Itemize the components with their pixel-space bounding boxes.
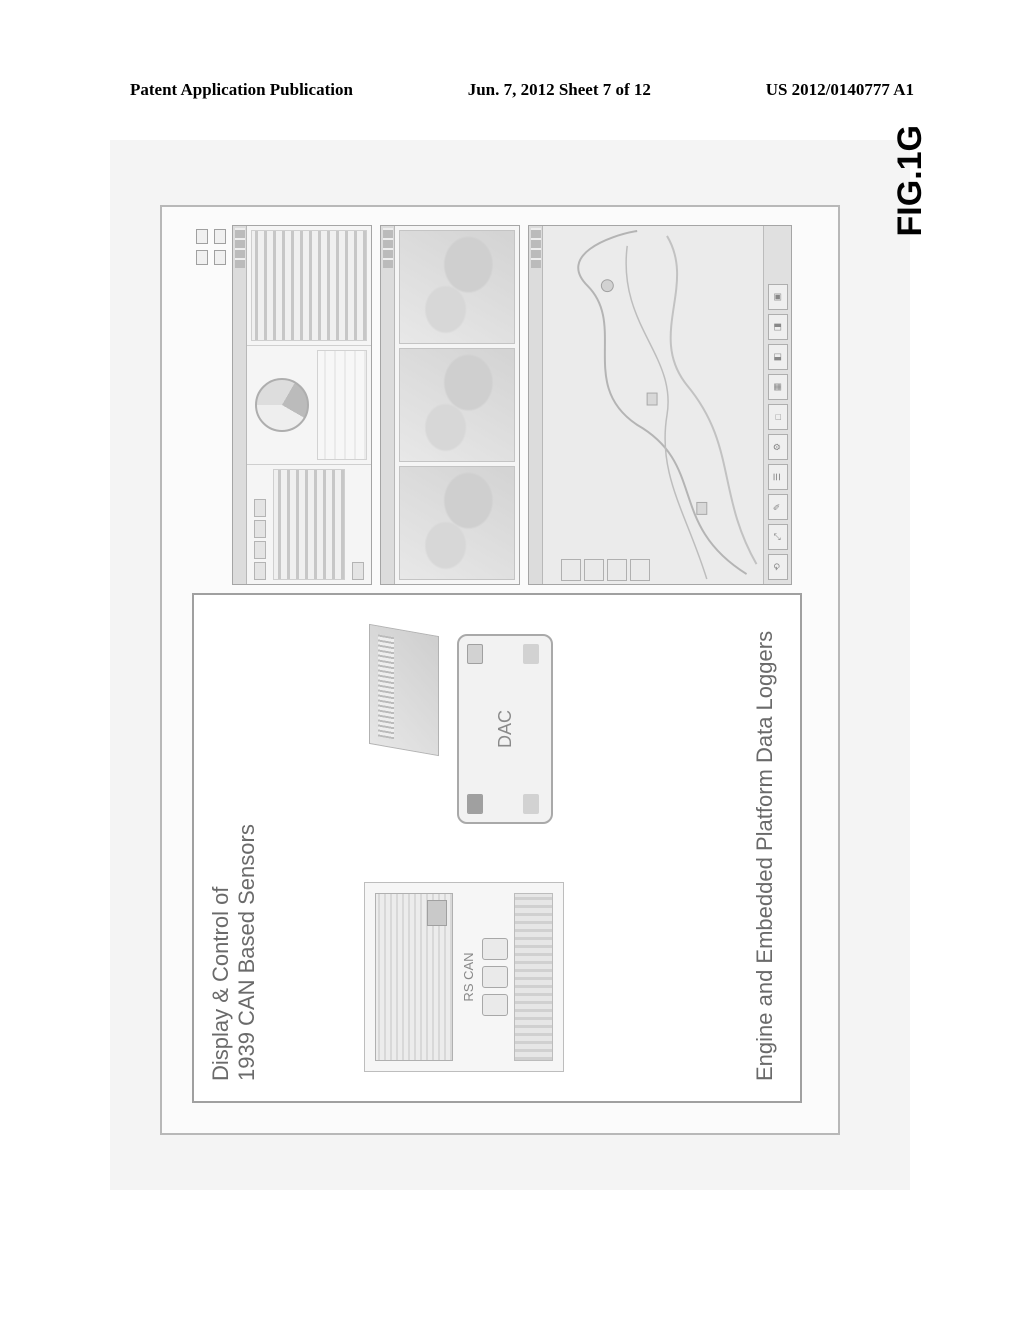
- photo-thumb: [399, 348, 515, 462]
- figure-label: FIG.1G: [891, 125, 930, 236]
- rs-can-device: RS CAN: [364, 882, 564, 1072]
- map-area: ⟲ ⤢ ✎ ☰ ⚙ □ ▦ ◧ ◨ ▣: [543, 226, 791, 584]
- header-left: Patent Application Publication: [130, 80, 353, 100]
- map-toolbar-button: ⚙: [768, 434, 788, 460]
- mini-button: [254, 499, 266, 517]
- dac-unit: DAC: [369, 624, 559, 824]
- bars-panel: [273, 469, 345, 580]
- photo-thumb: [399, 466, 515, 580]
- image-viewer-window: [380, 225, 520, 585]
- map-window: ⟲ ⤢ ✎ ☰ ⚙ □ ▦ ◧ ◨ ▣: [528, 225, 792, 585]
- device-button-row: [482, 883, 514, 1071]
- device-screen: [375, 893, 453, 1061]
- header-right: US 2012/0140777 A1: [766, 80, 914, 100]
- pie-gauge: [255, 378, 309, 432]
- device-button: [482, 994, 508, 1016]
- map-toolbar-button: □: [768, 404, 788, 430]
- map-toolbar-button: ☰: [768, 464, 788, 490]
- photo-thumb: [399, 230, 515, 344]
- panel-col: [247, 464, 371, 584]
- windows-icon: [196, 229, 226, 265]
- rotated-figure-stage: Display & Control of 1939 CAN Based Sens…: [130, 165, 890, 1165]
- device-button: [482, 938, 508, 960]
- inner-diagram-box: Display & Control of 1939 CAN Based Sens…: [192, 593, 802, 1103]
- map-toolbar-button: ◧: [768, 344, 788, 370]
- mini-button: [254, 541, 266, 559]
- map-toolbar-button: ◨: [768, 314, 788, 340]
- map-toolbar-button: ✎: [768, 494, 788, 520]
- mini-button: [254, 562, 266, 580]
- map-toolbar-button: ▣: [768, 284, 788, 310]
- header-mid: Jun. 7, 2012 Sheet 7 of 12: [468, 80, 651, 100]
- device-row: RS CAN DAC: [334, 595, 594, 1101]
- diagram-title-line1: Display & Control of: [208, 887, 233, 1081]
- dashboard-window: [232, 225, 372, 585]
- mini-button: [352, 562, 364, 580]
- dac-label: DAC: [495, 710, 516, 748]
- map-svg: [543, 226, 791, 584]
- mini-button: [254, 520, 266, 538]
- figure-page-frame: Display & Control of 1939 CAN Based Sens…: [110, 140, 910, 1190]
- panel-col: [247, 345, 371, 465]
- dac-card: [369, 624, 439, 756]
- diagram-caption: Engine and Embedded Platform Data Logger…: [752, 631, 778, 1081]
- button-row: [251, 469, 269, 580]
- screenshot-stack: ⟲ ⤢ ✎ ☰ ⚙ □ ▦ ◧ ◨ ▣: [232, 225, 792, 585]
- panel-col: [247, 226, 371, 345]
- window-titlebar: [233, 226, 247, 584]
- window-titlebar: [529, 226, 543, 584]
- list-panel: [317, 350, 367, 461]
- dac-body: DAC: [457, 634, 553, 824]
- dashboard-panels: [247, 226, 371, 584]
- device-button: [482, 966, 508, 988]
- bars-panel: [251, 230, 367, 341]
- map-toolbar: ⟲ ⤢ ✎ ☰ ⚙ □ ▦ ◧ ◨ ▣: [763, 226, 791, 584]
- device-label: RS CAN: [461, 883, 476, 1071]
- map-toolbar-button: ▦: [768, 374, 788, 400]
- image-row: [395, 226, 519, 584]
- page-header: Patent Application Publication Jun. 7, 2…: [0, 80, 1024, 100]
- window-titlebar: [381, 226, 395, 584]
- map-toolbar-button: ⤢: [768, 524, 788, 550]
- device-base: [514, 893, 553, 1061]
- outer-diagram-box: Display & Control of 1939 CAN Based Sens…: [160, 205, 840, 1135]
- button-row: [349, 469, 367, 580]
- map-toolbar-button: ⟲: [768, 554, 788, 580]
- diagram-title: Display & Control of 1939 CAN Based Sens…: [208, 824, 261, 1081]
- diagram-title-line2: 1939 CAN Based Sensors: [234, 824, 259, 1081]
